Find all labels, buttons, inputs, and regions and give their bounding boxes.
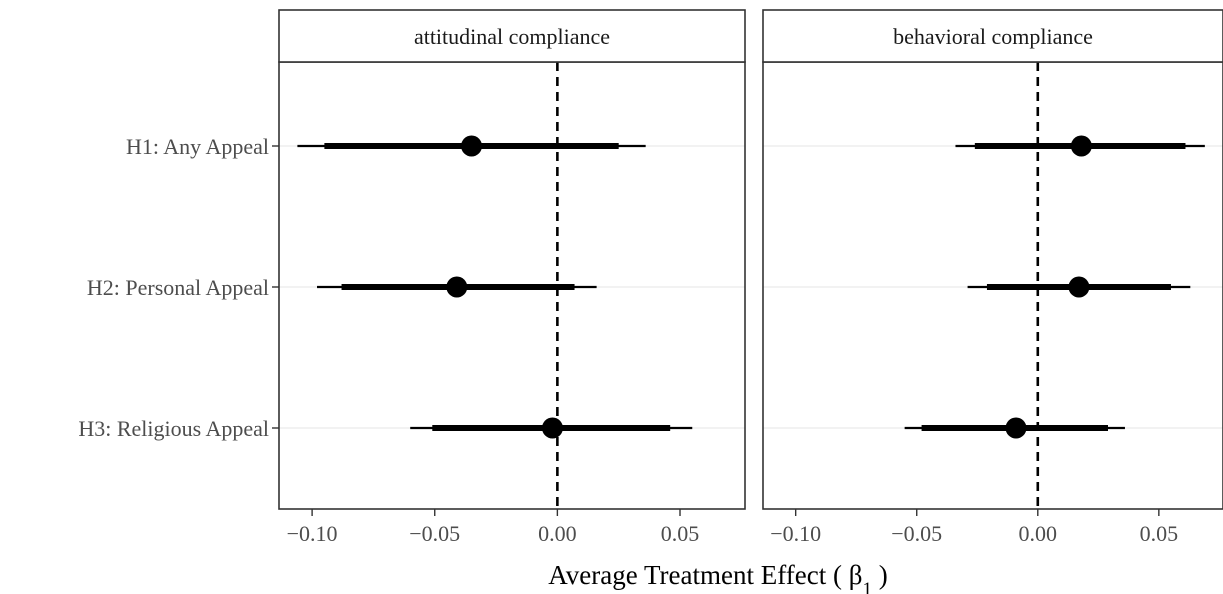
panel-title-2: behavioral compliance — [893, 24, 1093, 49]
y-tick-label-3: H3: Religious Appeal — [78, 416, 269, 441]
x-tick-label-1-4: 0.05 — [661, 521, 700, 546]
x-tick-label-1-2: −0.05 — [409, 521, 460, 546]
strip-box-1 — [278, 9, 746, 63]
estimate-point-1-1 — [461, 135, 483, 157]
strip-box-2 — [762, 9, 1223, 63]
estimate-point-2-2 — [1068, 276, 1090, 298]
x-tick-label-1-1: −0.10 — [287, 521, 338, 546]
x-axis-title: Average Treatment Effect ( β1 ) — [548, 560, 887, 594]
estimate-point-1-2 — [446, 276, 468, 298]
x-tick-label-2-4: 0.05 — [1140, 521, 1179, 546]
panel-title-1: attitudinal compliance — [414, 24, 610, 49]
axes-layer: −0.10 −0.05 0.00 0.05 −0.10 −0.05 0.00 0.05 H1: … — [78, 134, 1178, 546]
estimate-point-2-1 — [1070, 135, 1092, 157]
y-tick-label-1: H1: Any Appeal — [126, 134, 269, 159]
estimate-point-2-3 — [1005, 417, 1027, 439]
estimate-point-1-3 — [541, 417, 563, 439]
marks-layer — [297, 62, 1205, 509]
frame-layer: attitudinal compliance behavioral complia… — [278, 9, 1223, 510]
x-tick-label-2-2: −0.05 — [891, 521, 942, 546]
x-tick-label-2-1: −0.10 — [770, 521, 821, 546]
x-tick-label-2-3: 0.00 — [1019, 521, 1058, 546]
x-tick-label-1-3: 0.00 — [538, 521, 577, 546]
y-tick-label-2: H2: Personal Appeal — [87, 275, 269, 300]
